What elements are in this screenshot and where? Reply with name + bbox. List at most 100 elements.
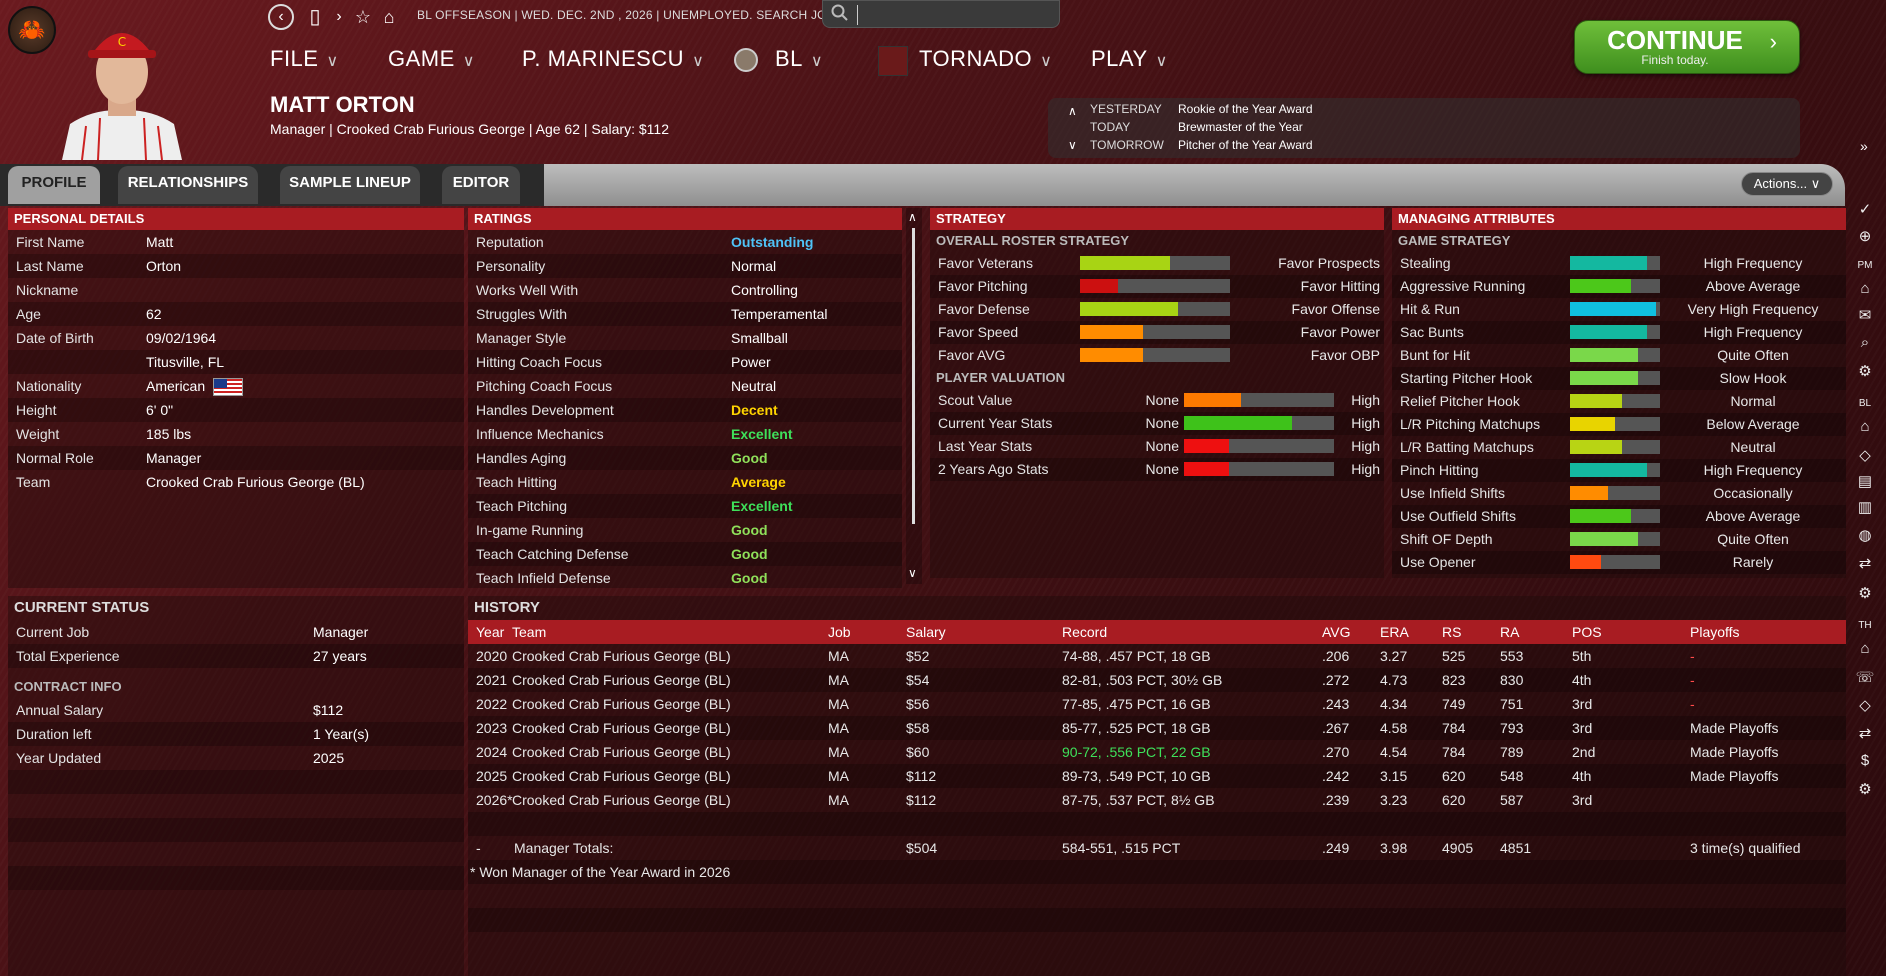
history-column-header[interactable]: POS: [1572, 624, 1602, 640]
managing-row[interactable]: Stealing High Frequency: [1392, 252, 1846, 275]
chevron-up-icon[interactable]: ∧: [1068, 104, 1077, 118]
tab-relationships[interactable]: RELATIONSHIPS: [118, 166, 258, 204]
back-button[interactable]: ‹: [268, 4, 294, 30]
managing-slider[interactable]: [1570, 302, 1660, 316]
tab-editor[interactable]: EDITOR: [442, 166, 520, 204]
history-column-header[interactable]: Job: [828, 624, 851, 640]
home-icon[interactable]: ⌂: [383, 7, 395, 27]
forward-icon[interactable]: ›: [336, 8, 342, 25]
history-column-header[interactable]: ERA: [1380, 624, 1409, 640]
transfer-icon[interactable]: ⇄: [1858, 725, 1872, 742]
dollar-icon[interactable]: $: [1860, 752, 1870, 769]
valuation-slider[interactable]: [1184, 462, 1334, 476]
expand-sidebar-icon[interactable]: »: [1860, 138, 1868, 154]
history-column-header[interactable]: Record: [1062, 624, 1108, 640]
managing-row[interactable]: Pinch Hitting High Frequency: [1392, 459, 1846, 482]
managing-slider[interactable]: [1570, 279, 1660, 293]
home-icon[interactable]: ⌂: [1860, 418, 1870, 435]
strategy-slider[interactable]: [1080, 279, 1230, 293]
managing-slider[interactable]: [1570, 325, 1660, 339]
gear-icon[interactable]: ⚙: [1858, 585, 1872, 602]
diamond-icon[interactable]: ◇: [1859, 447, 1871, 464]
history-row[interactable]: 2025 Crooked Crab Furious George (BL) MA $1…: [468, 764, 1846, 788]
diamond-icon[interactable]: ◇: [1859, 697, 1871, 714]
managing-row[interactable]: Hit & Run Very High Frequency: [1392, 298, 1846, 321]
managing-row[interactable]: Use Infield Shifts Occasionally: [1392, 482, 1846, 505]
managing-slider[interactable]: [1570, 463, 1660, 477]
home-icon[interactable]: ⌂: [1860, 640, 1870, 657]
roster-strategy-row[interactable]: Favor Defense Favor Offense: [930, 298, 1384, 321]
valuation-slider[interactable]: [1184, 393, 1334, 407]
valuation-slider[interactable]: [1184, 439, 1334, 453]
managing-slider[interactable]: [1570, 440, 1660, 454]
strategy-slider[interactable]: [1080, 348, 1230, 362]
history-column-header[interactable]: Team: [512, 624, 547, 640]
managing-slider[interactable]: [1570, 532, 1660, 546]
strategy-slider[interactable]: [1080, 325, 1230, 339]
chevron-down-icon[interactable]: ∨: [1068, 138, 1077, 152]
strategy-slider[interactable]: [1080, 256, 1230, 270]
managing-row[interactable]: Use Opener Rarely: [1392, 551, 1846, 574]
home-icon[interactable]: ⌂: [1860, 280, 1870, 297]
managing-slider[interactable]: [1570, 417, 1660, 431]
managing-slider[interactable]: [1570, 348, 1660, 362]
menu-play[interactable]: PLAY ∨: [1091, 46, 1168, 72]
globe-icon[interactable]: ⊕: [1858, 228, 1872, 245]
continue-button[interactable]: CONTINUE Finish today. ›: [1574, 20, 1800, 74]
valuation-row[interactable]: Last Year Stats None High: [930, 435, 1384, 458]
roster-strategy-row[interactable]: Favor Pitching Favor Hitting: [930, 275, 1384, 298]
team-logo[interactable]: 🦀: [8, 6, 56, 54]
managing-row[interactable]: Sac Bunts High Frequency: [1392, 321, 1846, 344]
managing-row[interactable]: L/R Pitching Matchups Below Average: [1392, 413, 1846, 436]
ratings-scrollbar[interactable]: ∧ ∨: [906, 208, 922, 584]
history-column-header[interactable]: Playoffs: [1690, 624, 1740, 640]
history-column-header[interactable]: RA: [1500, 624, 1520, 640]
history-row[interactable]: 2024 Crooked Crab Furious George (BL) MA $6…: [468, 740, 1846, 764]
tab-sample-lineup[interactable]: SAMPLE LINEUP: [280, 166, 420, 204]
star-icon[interactable]: ☆: [354, 7, 372, 27]
managing-slider[interactable]: [1570, 394, 1660, 408]
valuation-row[interactable]: 2 Years Ago Stats None High: [930, 458, 1384, 481]
managing-row[interactable]: L/R Batting Matchups Neutral: [1392, 436, 1846, 459]
chart-icon[interactable]: ▥: [1857, 499, 1873, 516]
history-row[interactable]: 2026* Crooked Crab Furious George (BL) MA $…: [468, 788, 1846, 812]
event-value[interactable]: Pitcher of the Year Award: [1178, 138, 1313, 152]
roster-strategy-row[interactable]: Favor Veterans Favor Prospects: [930, 252, 1384, 275]
managing-slider[interactable]: [1570, 509, 1660, 523]
managing-slider[interactable]: [1570, 371, 1660, 385]
actions-dropdown[interactable]: Actions... ∨: [1741, 172, 1833, 196]
menu-manager[interactable]: P. MARINESCU ∨: [522, 46, 704, 72]
event-value[interactable]: Rookie of the Year Award: [1178, 102, 1313, 116]
page-icon[interactable]: ▯: [309, 6, 321, 28]
scrollbar-thumb[interactable]: [912, 228, 915, 524]
valuation-row[interactable]: Scout Value None High: [930, 389, 1384, 412]
search-input[interactable]: [857, 5, 1047, 25]
valuation-row[interactable]: Current Year Stats None High: [930, 412, 1384, 435]
roster-strategy-row[interactable]: Favor AVG Favor OBP: [930, 344, 1384, 367]
ratings-panel[interactable]: RATINGS Reputation Outstanding Personality…: [468, 208, 902, 588]
baseball-icon[interactable]: ◍: [1858, 527, 1872, 544]
valuation-slider[interactable]: [1184, 416, 1334, 430]
history-row[interactable]: 2021 Crooked Crab Furious George (BL) MA $5…: [468, 668, 1846, 692]
managing-row[interactable]: Starting Pitcher Hook Slow Hook: [1392, 367, 1846, 390]
phone-icon[interactable]: ☏: [1855, 669, 1875, 686]
event-value[interactable]: Brewmaster of the Year: [1178, 120, 1303, 134]
history-row[interactable]: 2020 Crooked Crab Furious George (BL) MA $5…: [468, 644, 1846, 668]
managing-row[interactable]: Bunt for Hit Quite Often: [1392, 344, 1846, 367]
managing-row[interactable]: Shift OF Depth Quite Often: [1392, 528, 1846, 551]
history-row[interactable]: 2023 Crooked Crab Furious George (BL) MA $5…: [468, 716, 1846, 740]
chevron-down-icon[interactable]: ∨: [908, 566, 917, 580]
check-icon[interactable]: ✓: [1858, 201, 1872, 218]
managing-row[interactable]: Aggressive Running Above Average: [1392, 275, 1846, 298]
managing-row[interactable]: Use Outfield Shifts Above Average: [1392, 505, 1846, 528]
history-column-header[interactable]: AVG: [1322, 624, 1351, 640]
gear-icon[interactable]: ⚙: [1858, 781, 1872, 798]
gear-icon[interactable]: ⚙: [1858, 363, 1872, 380]
menu-league[interactable]: BL ∨: [775, 46, 823, 72]
events-ticker[interactable]: ∧ ∨ YESTERDAY Rookie of the Year Award T…: [1048, 98, 1800, 158]
managing-slider[interactable]: [1570, 486, 1660, 500]
menu-team[interactable]: TORNADO ∨: [919, 46, 1052, 72]
chevron-up-icon[interactable]: ∧: [908, 210, 917, 224]
card-icon[interactable]: ▤: [1857, 473, 1873, 490]
managing-row[interactable]: Relief Pitcher Hook Normal: [1392, 390, 1846, 413]
